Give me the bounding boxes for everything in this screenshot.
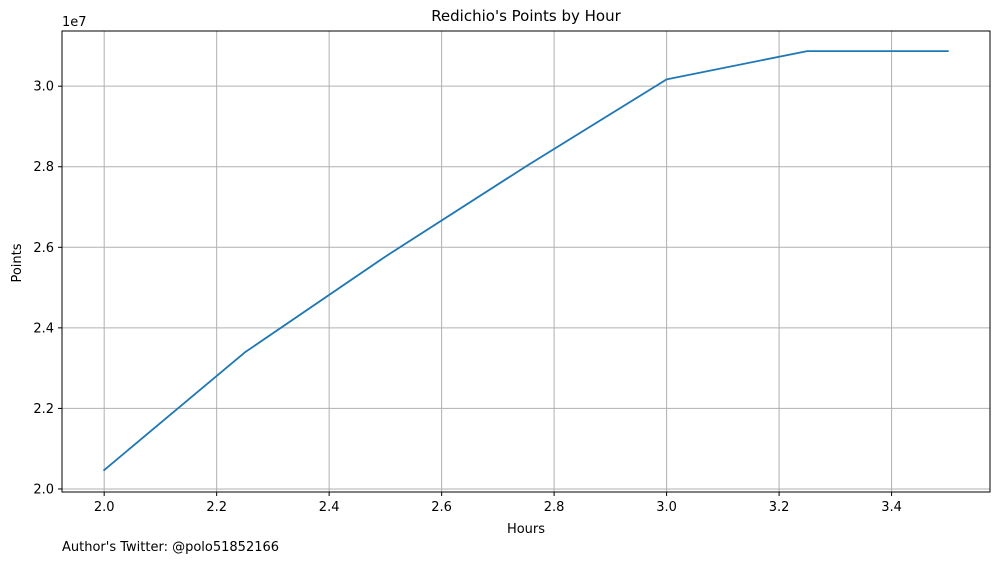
y-tick-label: 2.2 [33, 402, 54, 417]
y-tick-label: 2.6 [33, 241, 54, 256]
y-axis-ticks: 2.0 2.2 2.4 2.6 2.8 3.0 [33, 80, 62, 497]
x-tick-label: 3.4 [881, 500, 902, 515]
x-tick-label: 2.2 [206, 500, 227, 515]
axes-frame [61, 30, 991, 493]
plot-frame [61, 30, 991, 493]
series-layer [102, 50, 949, 472]
x-tick-label: 2.8 [544, 500, 565, 515]
x-tick-label: 2.4 [319, 500, 340, 515]
chart-title: Redichio's Points by Hour [431, 7, 621, 25]
y-tick-label: 2.8 [33, 160, 54, 175]
x-axis-label: Hours [507, 522, 545, 537]
author-credit: Author's Twitter: @polo51852166 [62, 540, 279, 555]
x-tick-label: 2.6 [431, 500, 452, 515]
x-tick-label: 3.2 [769, 500, 790, 515]
y-axis-offset-label: 1e7 [62, 15, 87, 30]
grid-lines [62, 31, 990, 492]
x-tick-label: 2.0 [94, 500, 115, 515]
y-axis-label: Points [10, 243, 25, 282]
y-tick-label: 2.0 [33, 482, 54, 497]
series-line [102, 50, 949, 472]
y-tick-label: 2.4 [33, 321, 54, 336]
x-tick-label: 3.0 [656, 500, 677, 515]
y-tick-label: 3.0 [33, 80, 54, 95]
x-axis-ticks: 2.0 2.2 2.4 2.6 2.8 3.0 3.2 3.4 [94, 492, 902, 515]
